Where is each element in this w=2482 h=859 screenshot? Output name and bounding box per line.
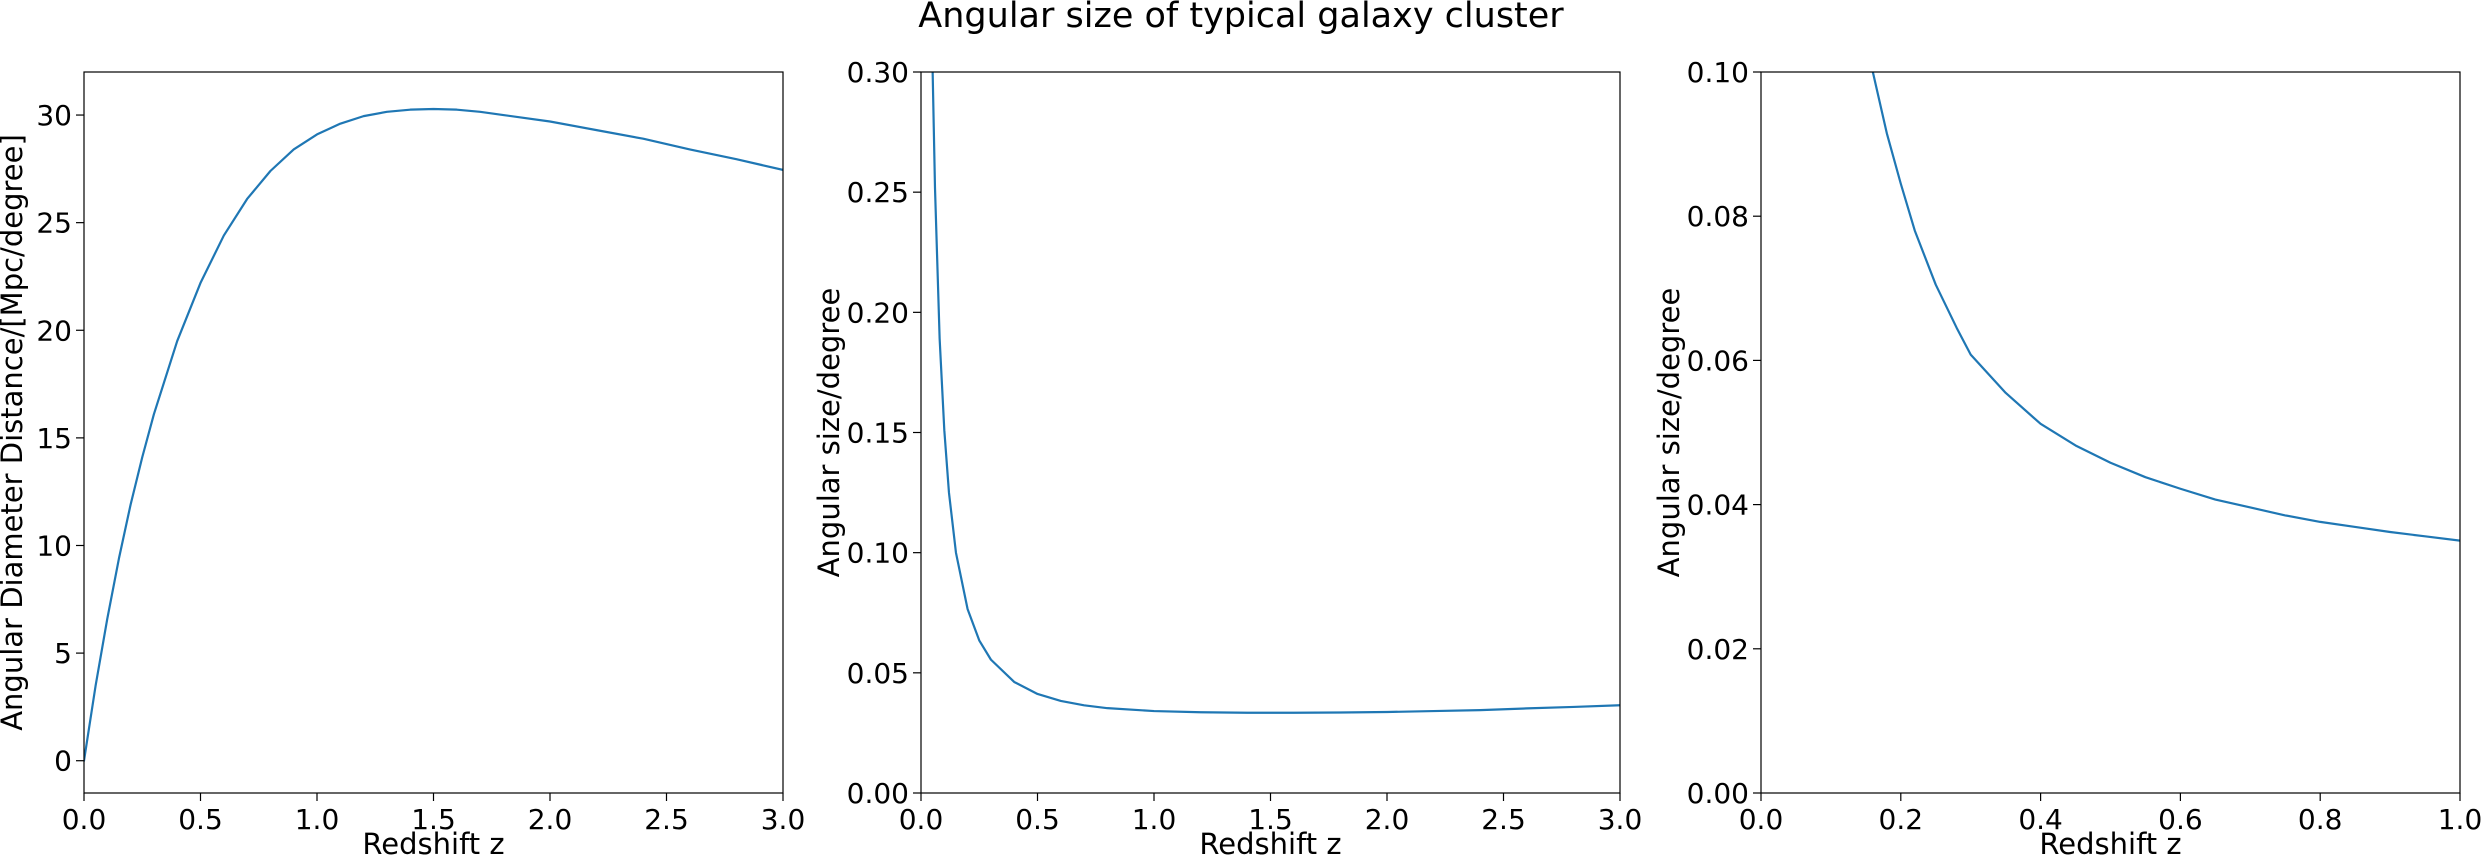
subplot-1-xtick-label-1: 0.5 (178, 803, 223, 836)
subplot-1-ytick-label-6: 30 (36, 99, 72, 132)
subplot-3-axes-frame (1760, 71, 2461, 794)
subplot-1-ylabel: Angular Diameter Distance/[Mpc/degree] (0, 134, 29, 731)
subplot-3-ytick-label-1: 0.02 (1687, 633, 1749, 666)
subplot-1-ytick-label-1: 5 (54, 637, 72, 670)
subplot-2-ytick-label-0: 0.00 (847, 777, 909, 810)
subplot-3-xtick-label-5: 1.0 (2438, 803, 2482, 836)
subplot-1-ytick-label-5: 25 (36, 207, 72, 240)
subplot-1-xtick-label-2: 1.0 (295, 803, 340, 836)
subplot-1-xtick-label-5: 2.5 (644, 803, 689, 836)
subplot-1-xtick-label-4: 2.0 (528, 803, 573, 836)
subplot-1-xtick-label-0: 0.0 (62, 803, 107, 836)
subplot-3-ytick-label-4: 0.08 (1687, 200, 1749, 233)
subplot-2-xtick-label-5: 2.5 (1481, 803, 1526, 836)
subplot-3-xtick-label-2: 0.4 (2018, 803, 2063, 836)
subplot-1-xtick-label-6: 3.0 (761, 803, 806, 836)
subplot-1-series-line-1 (84, 107, 783, 762)
subplot-3-ytick-label-2: 0.04 (1687, 489, 1749, 522)
subplot-3: 0.0 0.2 0.4 0.6 0.8 1.0 0.00 0.02 0.04 0.06 0.08 0.… (1652, 56, 2482, 859)
subplot-2-xtick-label-1: 0.5 (1015, 803, 1060, 836)
subplot-3-xtick-label-1: 0.2 (1879, 803, 1924, 836)
subplot-2-ytick-label-5: 0.25 (847, 176, 909, 209)
subplot-2-xtick-label-4: 2.0 (1365, 803, 1410, 836)
subplot-2-series-line-1 (931, 72, 1620, 714)
subplot-3-ytick-label-0: 0.00 (1687, 777, 1749, 810)
subplot-1-ytick-label-3: 15 (36, 422, 72, 455)
subplot-3-ytick-label-5: 0.10 (1687, 56, 1749, 89)
subplot-1: 0.0 0.5 1.0 1.5 2.0 2.5 3.0 0 5 10 15 20 25 30 Redshif… (0, 71, 806, 859)
subplot-2: 0.0 0.5 1.0 1.5 2.0 2.5 3.0 0.00 0.05 0.10 0.15 0.2… (812, 56, 1642, 859)
subplot-1-xtick-label-3: 1.5 (411, 803, 456, 836)
subplot-2-ytick-label-1: 0.05 (847, 657, 909, 690)
subplot-3-ytick-label-3: 0.06 (1687, 344, 1749, 377)
subplot-1-ytick-label-2: 10 (36, 529, 72, 562)
subplot-2-ytick-label-4: 0.20 (847, 296, 909, 329)
subplot-2-xtick-label-0: 0.0 (899, 803, 944, 836)
subplot-2-ytick-label-3: 0.15 (847, 417, 909, 450)
subplot-3-xtick-label-4: 0.8 (2298, 803, 2343, 836)
subplot-1-ytick-label-4: 20 (36, 314, 72, 347)
subplot-2-xtick-label-6: 3.0 (1598, 803, 1643, 836)
subplot-3-xtick-label-0: 0.0 (1739, 803, 1784, 836)
subplot-2-xlabel: Redshift z (1199, 827, 1341, 859)
subplot-3-ylabel: Angular size/degree (1652, 288, 1686, 578)
subplot-2-ytick-label-2: 0.10 (847, 537, 909, 570)
subplots: 0.0 0.5 1.0 1.5 2.0 2.5 3.0 0 5 10 15 20 25 30 Redshif… (0, 56, 2482, 859)
subplot-2-xtick-label-3: 1.5 (1248, 803, 1293, 836)
subplot-2-xtick-label-2: 1.0 (1132, 803, 1177, 836)
figure-title: Angular size of typical galaxy cluster (918, 0, 1564, 36)
subplot-2-ytick-label-6: 0.30 (847, 56, 909, 89)
subplot-1-xlabel: Redshift z (362, 827, 504, 859)
subplot-1-ytick-label-0: 0 (54, 745, 72, 778)
subplot-3-series-line-1 (1871, 72, 2460, 542)
subplot-2-ylabel: Angular size/degree (812, 288, 846, 578)
subplot-3-xlabel: Redshift z (2039, 827, 2181, 859)
subplot-3-xtick-label-3: 0.6 (2158, 803, 2203, 836)
